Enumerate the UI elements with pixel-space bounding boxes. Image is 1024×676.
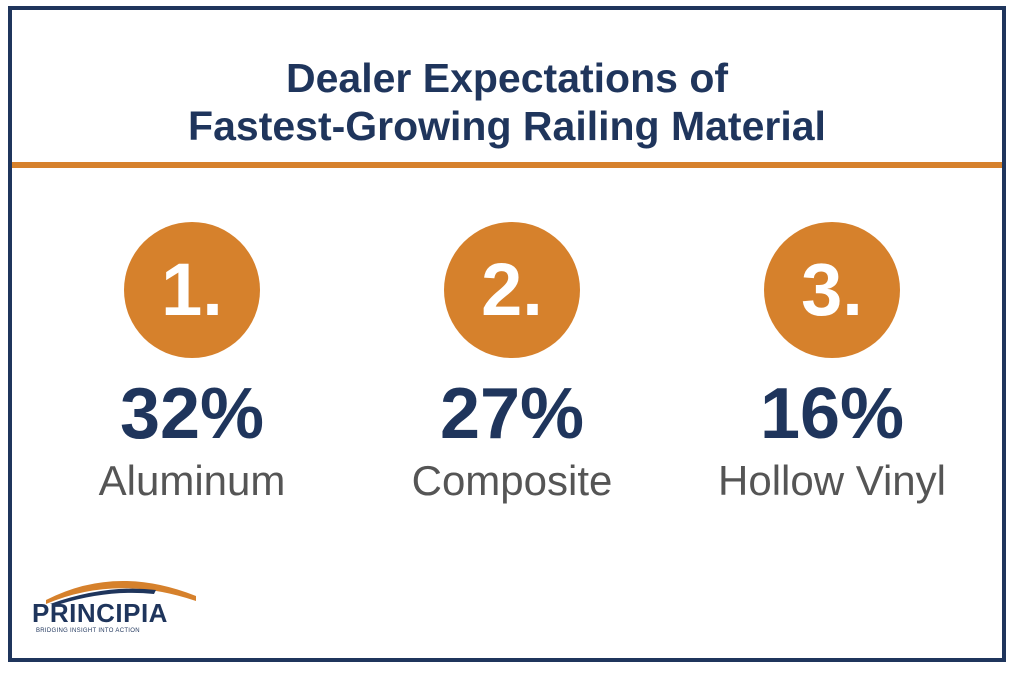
title-divider	[12, 162, 1002, 168]
material-label: Hollow Vinyl	[718, 457, 946, 504]
rank-item-2: 2. 27% Composite	[362, 222, 662, 506]
title-line-1: Dealer Expectations of	[285, 55, 729, 101]
rank-badge-3: 3.	[764, 222, 900, 358]
logo-name: PRINCIPIA	[32, 598, 168, 628]
percent-value: 32%	[119, 374, 265, 454]
infographic-title: Dealer Expectations of Fastest-Growing R…	[12, 54, 1002, 150]
bridge-arc-icon	[46, 580, 196, 604]
rank-badge-1: 1.	[124, 222, 260, 358]
title-line-2: Fastest-Growing Railing Material	[188, 103, 826, 149]
material-label: Aluminum	[98, 457, 286, 504]
rank-number: 1.	[161, 248, 223, 331]
percent-value: 16%	[759, 374, 905, 454]
principia-logo: PRINCIPIA BRIDGING INSIGHT INTO ACTION	[26, 570, 206, 640]
rank-number: 3.	[801, 248, 863, 331]
logo-tagline: BRIDGING INSIGHT INTO ACTION	[36, 628, 140, 634]
infographic-frame: Dealer Expectations of Fastest-Growing R…	[8, 6, 1006, 662]
rank-number: 2.	[481, 248, 543, 331]
rank-item-1: 1. 32% Aluminum	[42, 222, 342, 506]
rank-badge-2: 2.	[444, 222, 580, 358]
rank-item-3: 3. 16% Hollow Vinyl	[682, 222, 982, 506]
percent-value: 27%	[439, 374, 585, 454]
material-label: Composite	[411, 457, 613, 504]
